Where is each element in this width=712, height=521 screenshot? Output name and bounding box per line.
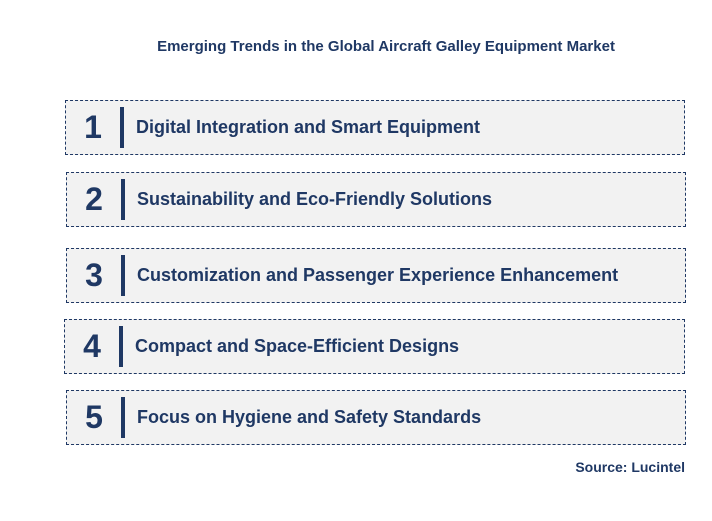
trend-label: Compact and Space-Efficient Designs <box>135 336 460 356</box>
divider-bar <box>121 255 125 296</box>
divider-bar <box>121 179 125 220</box>
trend-item-4: 4 Compact and Space-Efficient Designs <box>64 319 685 374</box>
trend-label: Sustainability and Eco-Friendly Solution… <box>137 189 493 209</box>
trend-item-5: 5 Focus on Hygiene and Safety Standards <box>66 390 686 445</box>
trend-number: 4 <box>83 328 101 364</box>
source-note: Source: Lucintel <box>575 459 685 475</box>
trend-label: Digital Integration and Smart Equipment <box>136 117 481 137</box>
trend-item-1: 1 Digital Integration and Smart Equipmen… <box>65 100 685 155</box>
trend-item-2: 2 Sustainability and Eco-Friendly Soluti… <box>66 172 686 227</box>
trend-number: 1 <box>84 109 102 145</box>
divider-bar <box>119 326 123 367</box>
divider-bar <box>120 107 124 148</box>
divider-bar <box>121 397 125 438</box>
trend-number: 5 <box>85 399 103 435</box>
trend-label: Customization and Passenger Experience E… <box>137 265 619 285</box>
trend-number: 2 <box>85 181 103 217</box>
trend-item-3: 3 Customization and Passenger Experience… <box>66 248 686 303</box>
page-title: Emerging Trends in the Global Aircraft G… <box>157 38 615 55</box>
trend-label: Focus on Hygiene and Safety Standards <box>137 407 482 427</box>
trend-number: 3 <box>85 257 103 293</box>
